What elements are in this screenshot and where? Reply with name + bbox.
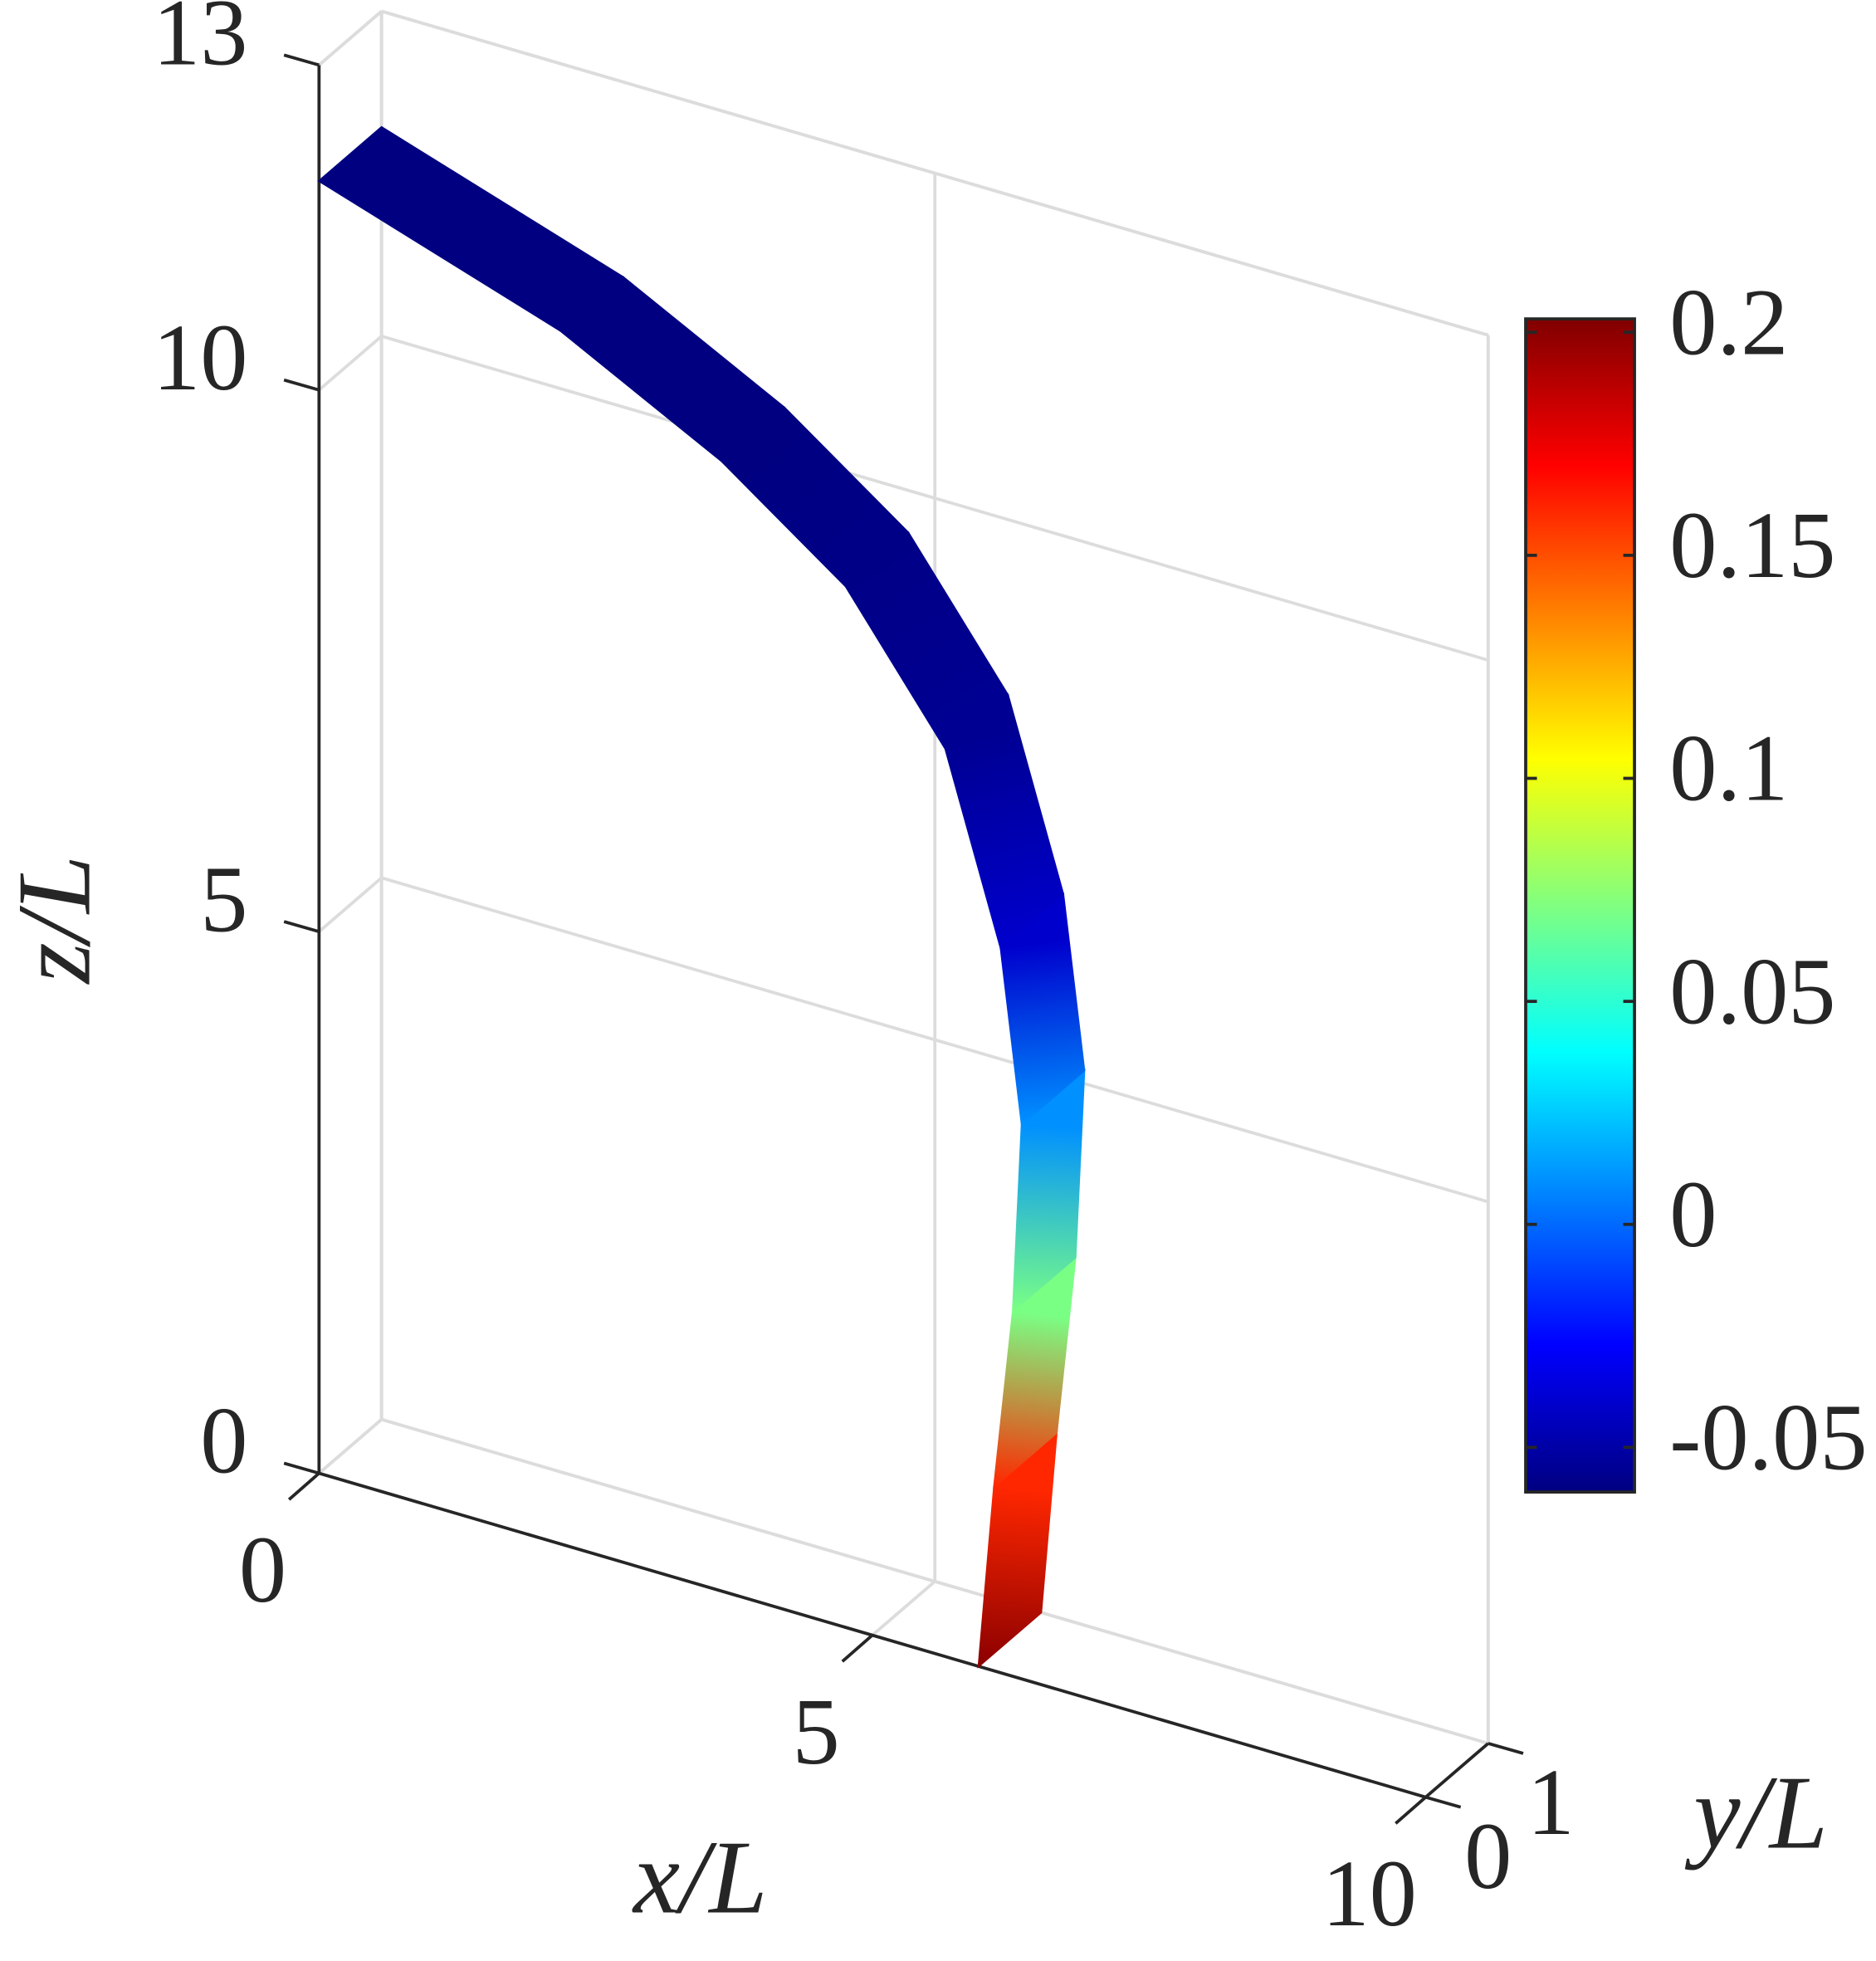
z-tick-label: 0 [200,1388,247,1494]
ribbon-segment [559,275,786,463]
colorbar-tick-label: 0.15 [1669,492,1835,598]
colorbar [1524,317,1636,1494]
ribbon-segment [317,125,625,332]
z-tick [283,378,320,392]
y-tick [1424,1795,1462,1809]
z-axis-label: z/L [0,855,113,985]
y-tick-label: 0 [1464,1803,1512,1909]
z-tick-label: 5 [200,846,247,951]
z-tick-label: 10 [153,305,247,410]
colorbar-tick-label: -0.05 [1669,1385,1867,1490]
z-tick [283,1461,320,1475]
x-tick-label: 5 [793,1679,840,1784]
grid-line [318,10,383,66]
x-axis-label: x/L [632,1820,768,1936]
colorbar-tick-label: 0.2 [1669,270,1788,375]
grid-line [318,876,383,933]
colorbar-tick-label: 0 [1669,1161,1717,1267]
z-tick-label: 13 [153,0,247,85]
ribbon-segment [977,1430,1058,1669]
grid-line [381,1417,1489,1745]
y-axis-label: y/L [1684,1754,1828,1871]
x-tick [287,1472,320,1501]
x-tick-label: 10 [1322,1841,1416,1946]
colorbar-tick-label: 0.1 [1669,716,1788,821]
x-tick-label: 0 [239,1517,286,1622]
y-tick-label: 1 [1527,1749,1575,1855]
z-tick [283,920,320,933]
x-tick [1395,1796,1427,1825]
colorbar-tick-label: 0.05 [1669,938,1835,1044]
y-axis [1424,1742,1490,1799]
y-tick [1488,1742,1524,1755]
grid-line [318,1418,383,1474]
grid-line [318,335,383,392]
x-tick [841,1634,874,1663]
z-tick [283,53,320,67]
grid-line [871,1580,936,1637]
